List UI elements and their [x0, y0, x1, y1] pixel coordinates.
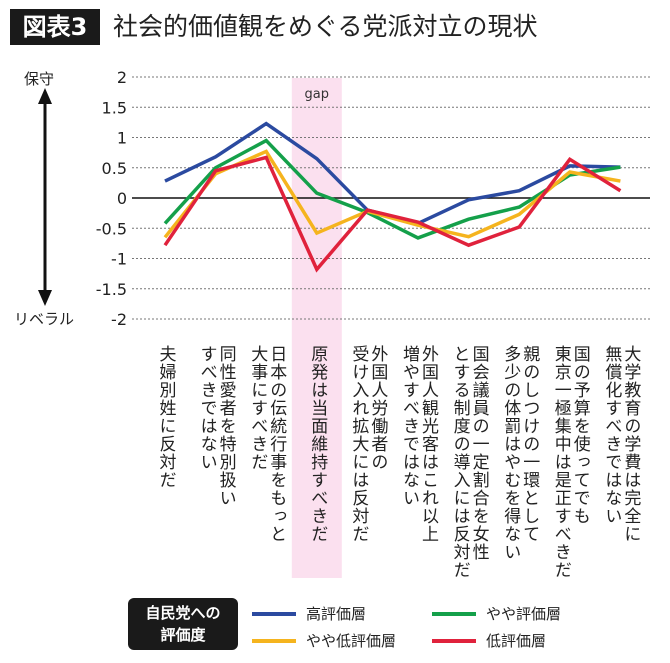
- legend-swatch: [432, 611, 476, 616]
- y-tick-label: -2: [111, 310, 127, 329]
- series-line-0: [164, 121, 621, 226]
- legend-swatch: [252, 638, 296, 643]
- category-label: 国の予算を使ってでも 東京一極集中は是正すべきだ: [550, 345, 590, 579]
- y-tick-label: -1.5: [96, 280, 127, 299]
- legend-item: 高評価層: [252, 603, 366, 624]
- arrow-up-icon: [38, 88, 52, 104]
- category-label: 原発は当面維持すべきだ: [307, 345, 328, 543]
- figure-title: 社会的価値観をめぐる党派対立の現状: [113, 12, 538, 41]
- category-label: 親のしつけの一環として 多少の体罰はやむを得ない: [500, 345, 540, 561]
- liberal-label: リベラル: [14, 310, 75, 328]
- category-label: 夫婦別姓に反対だ: [155, 345, 176, 489]
- category-label: 外国人労働者の 受け入れ拡大には反対だ: [348, 345, 388, 543]
- legend-label: 低評価層: [486, 632, 547, 650]
- legend-label: やや評価層: [486, 605, 562, 623]
- legend-item: 低評価層: [432, 630, 546, 651]
- legend-item: やや低評価層: [252, 630, 396, 651]
- y-tick-label: 0.5: [102, 159, 127, 178]
- y-tick-label: 2: [117, 68, 127, 87]
- category-label: 外国人観光客はこれ以上 増やすべきではない: [399, 345, 438, 543]
- legend-label: やや低評価層: [306, 632, 397, 650]
- series-line-1: [163, 138, 621, 240]
- y-tick-label: 1: [117, 129, 127, 148]
- legend-swatch: [432, 638, 476, 643]
- y-tick-label: -1: [111, 250, 127, 269]
- y-tick-label: -0.5: [96, 219, 127, 238]
- conservative-label: 保守: [24, 70, 55, 88]
- category-label: 同性愛者を特別扱い すべきではない: [196, 345, 236, 507]
- figure-badge: 図表3: [10, 9, 100, 45]
- category-label: 大学教育の学費は完全に 無償化すべきではない: [601, 345, 641, 543]
- legend-label: 高評価層: [306, 605, 367, 623]
- series-line-3: [163, 155, 622, 273]
- y-tick-label: 0: [117, 189, 127, 208]
- legend-title: 自民党への 評価度: [128, 598, 238, 650]
- y-tick-label: 1.5: [102, 98, 127, 117]
- gap-label: gap: [305, 87, 329, 102]
- legend-swatch: [252, 611, 296, 616]
- arrow-down-icon: [38, 290, 52, 306]
- category-label: 国会議員の一定割合を女性 とする制度の導入には反対だ: [449, 345, 489, 579]
- category-label: 日本の伝統行事をもっと 大事にすべきだ: [247, 345, 287, 543]
- legend-item: やや評価層: [432, 603, 561, 624]
- gap-highlight-band: [291, 78, 342, 578]
